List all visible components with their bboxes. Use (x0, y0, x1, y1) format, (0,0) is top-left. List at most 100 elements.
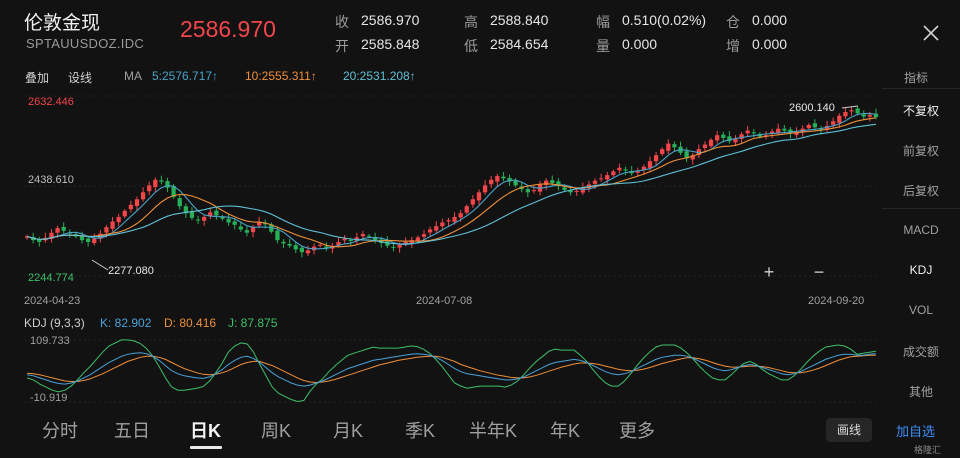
candle-body (61, 226, 66, 231)
candle-body (745, 130, 750, 134)
sidebar-item-macd[interactable]: MACD (903, 223, 939, 237)
candle-body (550, 180, 555, 184)
candle-body (592, 180, 598, 184)
candle-body (85, 238, 91, 243)
candle-body (739, 134, 744, 139)
quote-low-label: 低 (464, 38, 478, 54)
candle-body (134, 199, 140, 206)
candle-body (544, 180, 549, 185)
candle-body (769, 131, 775, 134)
indicator-settings-button[interactable]: 指标 (904, 71, 929, 85)
candle-body (214, 210, 219, 216)
candle-body (140, 192, 146, 200)
candle-body (324, 246, 329, 249)
ma10-value: 10:2555.311↑ (245, 69, 317, 83)
candle-body (37, 239, 42, 243)
quote-volume-value: 0.000 (622, 36, 658, 52)
tab-intraday[interactable]: 分时 (42, 421, 78, 441)
quote-low-value: 2584.654 (490, 36, 549, 52)
tab-yearly-k[interactable]: 年K (550, 421, 581, 441)
instrument-symbol: SPTAUUSDOZ.IDC (26, 36, 145, 51)
candle-body (708, 139, 714, 147)
candlestick-chart[interactable] (0, 88, 882, 310)
candle-body (531, 189, 537, 192)
candle-body (360, 234, 366, 237)
kdj-chart[interactable] (0, 332, 882, 410)
quote-high-value: 2588.840 (490, 12, 549, 28)
tab-half-year-k[interactable]: 半年K (469, 421, 518, 441)
quote-increase-label: 增 (726, 38, 740, 54)
tab-quarterly-k[interactable]: 季K (405, 421, 436, 441)
kdj-top-label: 109.733 (30, 335, 70, 347)
candle-body (250, 227, 256, 233)
candle-body (684, 151, 689, 159)
quote-close-label: 收 (335, 14, 349, 30)
candle-body (562, 187, 567, 190)
draw-line-button[interactable]: 画线 (826, 418, 872, 442)
quote-open-value: 2585.848 (361, 36, 420, 52)
candle-body (776, 128, 781, 133)
candle-body (171, 186, 176, 197)
add-watchlist-button[interactable]: 加自选 (896, 424, 936, 439)
sidebar-item-backward-adjust[interactable]: 后复权 (902, 184, 939, 198)
quote-volume-label: 量 (596, 38, 610, 54)
quote-range-value: 0.510(0.02%) (622, 12, 707, 28)
price-max-label: 2632.446 (28, 96, 74, 108)
kdj-j-value: J: 87.875 (228, 316, 278, 330)
candle-body (482, 185, 488, 193)
sidebar-item-forward-adjust[interactable]: 前复权 (902, 144, 939, 158)
ma5-line (26, 112, 876, 250)
sidebar-item-kdj[interactable]: KDJ (909, 263, 933, 277)
candle-body (427, 229, 433, 233)
close-icon[interactable] (920, 22, 942, 44)
kdj-d-value: D: 80.416 (164, 316, 217, 330)
candle-body (116, 216, 121, 223)
candle-body (287, 243, 292, 246)
kdj-d-line (27, 354, 876, 384)
candle-body (855, 108, 860, 114)
price-mid-label: 2438.610 (28, 174, 74, 186)
sidebar-item-other[interactable]: 其他 (908, 385, 933, 399)
tab-more[interactable]: 更多 (619, 421, 655, 441)
quote-position-value: 0.000 (752, 12, 788, 28)
active-tab-underline (190, 446, 222, 449)
candle-body (366, 235, 372, 237)
candle-body (421, 234, 427, 237)
candle-body (397, 244, 402, 248)
zoom-in-button[interactable]: + (763, 262, 775, 282)
candle-body (153, 179, 158, 188)
candle-body (568, 189, 573, 193)
candle-body (843, 111, 848, 117)
overlay-button[interactable]: 叠加 (25, 71, 50, 85)
candle-body (666, 143, 671, 151)
candle-body (831, 121, 836, 125)
tab-daily-k[interactable]: 日K (190, 421, 221, 441)
candle-body (232, 221, 237, 225)
sidebar-item-no-adjust[interactable]: 不复权 (902, 104, 939, 118)
indicator-bar: 叠加 设线 MA 5:2576.717↑ 10:2555.311↑ 20:253… (0, 66, 880, 88)
candle-body (690, 155, 695, 160)
candle-body (434, 226, 439, 231)
zoom-out-button[interactable]: − (813, 262, 825, 282)
candle-body (195, 219, 201, 221)
tab-five-day[interactable]: 五日 (114, 421, 150, 441)
tab-monthly-k[interactable]: 月K (333, 421, 364, 441)
watermark-logo: 格隆汇 (914, 445, 942, 455)
tab-weekly-k[interactable]: 周K (261, 421, 292, 441)
candle-body (702, 144, 708, 149)
candle-body (598, 178, 604, 180)
sidebar-item-turnover[interactable]: 成交额 (902, 345, 939, 359)
candle-body (263, 222, 268, 225)
sidebar-item-vol[interactable]: VOL (908, 303, 933, 317)
candle-body (867, 114, 872, 117)
trendline-button[interactable]: 设线 (68, 71, 93, 85)
quote-range-label: 幅 (596, 14, 610, 30)
candle-body (849, 110, 854, 112)
candle-body (605, 175, 610, 180)
candle-body (348, 239, 353, 242)
quote-open-label: 开 (335, 38, 349, 54)
candle-body (574, 190, 579, 192)
candle-body (617, 167, 622, 171)
candle-body (623, 169, 628, 171)
